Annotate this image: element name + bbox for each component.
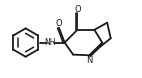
Text: NH: NH — [45, 38, 56, 47]
Text: O: O — [74, 5, 81, 14]
Text: N: N — [86, 56, 93, 65]
Text: O: O — [56, 19, 62, 28]
